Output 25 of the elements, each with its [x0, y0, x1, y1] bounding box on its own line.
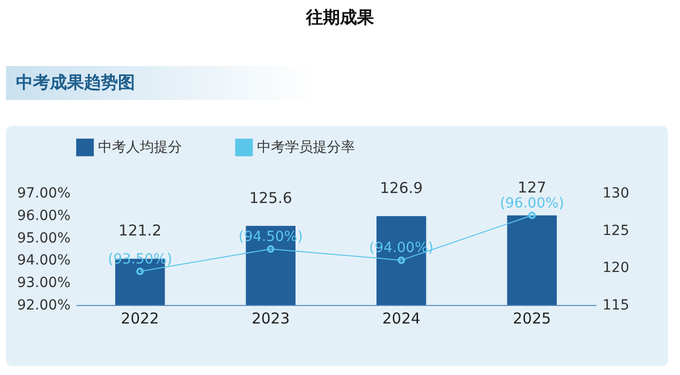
- x-tick-label: 2024: [382, 310, 420, 328]
- x-tick-label: 2023: [252, 310, 290, 328]
- data-label: 126.9: [380, 179, 423, 198]
- y-tick-label: 92.00%: [17, 298, 70, 314]
- data-label: 127: [518, 178, 546, 196]
- point: [398, 256, 406, 264]
- y-tick-label: 95.00%: [17, 230, 70, 246]
- chart-title: 往期成果: [304, 7, 375, 30]
- point: [266, 245, 274, 253]
- y2-tick-label: 115: [602, 298, 630, 314]
- legend-label: 中考学员提分率: [257, 139, 355, 156]
- y-tick-label: 94.00%: [17, 252, 70, 269]
- chart-subtitle: 中考成果趋势图: [6, 66, 316, 100]
- x-tick-label: 2022: [120, 310, 160, 328]
- y-tick-label: 93.00%: [17, 275, 70, 292]
- y-tick-label: 96.00%: [17, 208, 70, 224]
- y-tick-label: 97.00%: [17, 186, 70, 202]
- data-label: (96.00%): [500, 195, 564, 212]
- y2-tick-label: 125: [602, 222, 630, 239]
- data-label: 125.6: [249, 188, 292, 207]
- y2-tick-label: 130: [602, 186, 630, 202]
- data-label: 121.2: [118, 222, 162, 240]
- x-tick-label: 2025: [512, 310, 552, 328]
- y2-tick-label: 120: [602, 260, 630, 276]
- legend-label: 中考人均提分: [98, 139, 182, 156]
